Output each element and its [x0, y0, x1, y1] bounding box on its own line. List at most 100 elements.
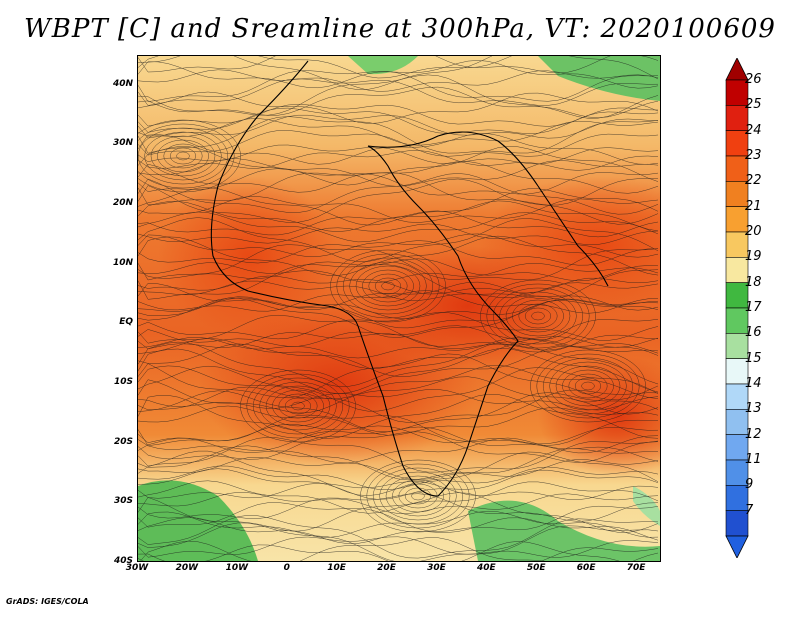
streamline-gyre: [480, 279, 596, 353]
streamline-gyre: [530, 349, 646, 423]
streamline-gyre: [374, 277, 402, 295]
lon-tick-label: 40E: [476, 563, 496, 573]
streamline: [138, 211, 659, 243]
streamline-gyre: [138, 119, 241, 193]
streamline: [140, 540, 620, 561]
colorbar-level-label: 16: [745, 325, 762, 341]
streamline-gyre: [381, 281, 395, 291]
streamline: [138, 502, 659, 532]
streamline-gyre: [291, 401, 305, 411]
streamline: [138, 493, 659, 522]
colorbar-level-label: 17: [745, 300, 762, 315]
streamline: [138, 264, 659, 300]
streamline-gyre: [330, 249, 446, 323]
streamline-gyre: [150, 135, 216, 177]
streamline-gyre: [157, 139, 209, 173]
streamline-gyre: [163, 143, 203, 169]
streamline-gyre: [562, 369, 614, 403]
coastline: [210, 60, 609, 497]
lon-tick-label: 60E: [576, 563, 596, 573]
streamline-gyre: [536, 353, 640, 419]
streamline-gyre: [336, 253, 440, 319]
streamline: [138, 536, 659, 558]
streamline: [138, 150, 659, 171]
streamline: [138, 515, 659, 559]
streamline: [138, 364, 659, 400]
streamline-gyre: [486, 283, 590, 349]
colorbar-level-label: 9: [745, 477, 754, 493]
streamline: [138, 296, 659, 329]
streamline-gyre: [531, 311, 545, 321]
lat-tick-label: 40S: [113, 556, 133, 566]
lon-tick-label: 10W: [225, 563, 249, 573]
colorbar-level-label: 26: [745, 72, 762, 87]
lon-tick-label: 20E: [377, 563, 396, 573]
colorbar-level-label: 7: [745, 502, 754, 518]
streamline: [138, 70, 659, 102]
colorbar-level-label: 24: [745, 122, 762, 138]
streamline-gyre: [169, 147, 197, 165]
streamline: [138, 74, 659, 119]
lat-tick-label: 30N: [112, 138, 133, 149]
colorbar-level-label: 13: [745, 401, 762, 417]
streamline-gyre: [349, 261, 427, 311]
streamline: [138, 144, 659, 165]
streamline-gyre: [368, 273, 408, 299]
lon-tick-label: 0: [283, 563, 290, 573]
streamline-gyre: [372, 467, 464, 525]
streamline: [138, 343, 659, 377]
lon-tick-label: 10E: [327, 563, 346, 573]
streamline-gyre: [246, 373, 350, 439]
lon-tick-label: 20W: [175, 563, 199, 573]
streamline: [138, 114, 659, 139]
streamline: [138, 353, 659, 401]
streamline-gyre: [144, 131, 222, 181]
streamline: [138, 146, 659, 186]
streamline-gyre: [379, 471, 457, 521]
chart-title: WBPT [C] and Sreamline at 300hPa, VT: 20…: [24, 14, 776, 44]
colorbar: [725, 58, 749, 558]
streamline: [138, 537, 659, 561]
streamline-gyre: [385, 475, 451, 517]
lat-tick-label: 30S: [113, 496, 133, 507]
streamline: [138, 178, 659, 225]
lat-tick-label: EQ: [119, 317, 133, 328]
streamline-gyre: [505, 295, 571, 337]
streamline: [138, 217, 659, 262]
streamline-gyre: [499, 291, 577, 341]
lat-tick-label: 10N: [112, 257, 133, 268]
streamline: [138, 86, 659, 119]
streamline: [138, 510, 659, 538]
lat-tick-label: 40N: [112, 78, 133, 89]
streamline: [138, 172, 659, 206]
grads-credit: GrADS: IGES/COLA: [6, 597, 89, 606]
streamline: [138, 480, 659, 514]
lon-tick-label: 30W: [125, 563, 149, 573]
streamline-gyre: [240, 369, 356, 443]
streamline: [138, 275, 659, 295]
streamline-gyre: [272, 389, 324, 423]
streamline: [138, 235, 659, 276]
streamline-gyre: [542, 357, 634, 415]
streamline-gyre: [342, 257, 434, 315]
streamline: [138, 200, 659, 232]
streamline: [138, 544, 659, 561]
streamline-gyre: [259, 381, 337, 431]
streamline: [138, 56, 611, 74]
streamline: [138, 423, 659, 445]
streamline: [138, 468, 659, 500]
streamline-gyre: [138, 127, 229, 185]
lon-tick-label: 50E: [526, 563, 546, 573]
streamline-gyre: [568, 373, 608, 399]
streamline: [138, 393, 659, 439]
streamline: [138, 465, 659, 491]
streamline-gyre: [252, 377, 344, 435]
colorbar-level-label: 18: [745, 274, 762, 290]
colorbar-level-label: 20: [745, 224, 762, 239]
streamline: [138, 281, 659, 311]
streamline: [138, 130, 659, 157]
streamline: [138, 341, 659, 387]
streamline-gyre: [366, 463, 470, 529]
streamline: [138, 314, 659, 347]
streamline: [138, 390, 659, 432]
